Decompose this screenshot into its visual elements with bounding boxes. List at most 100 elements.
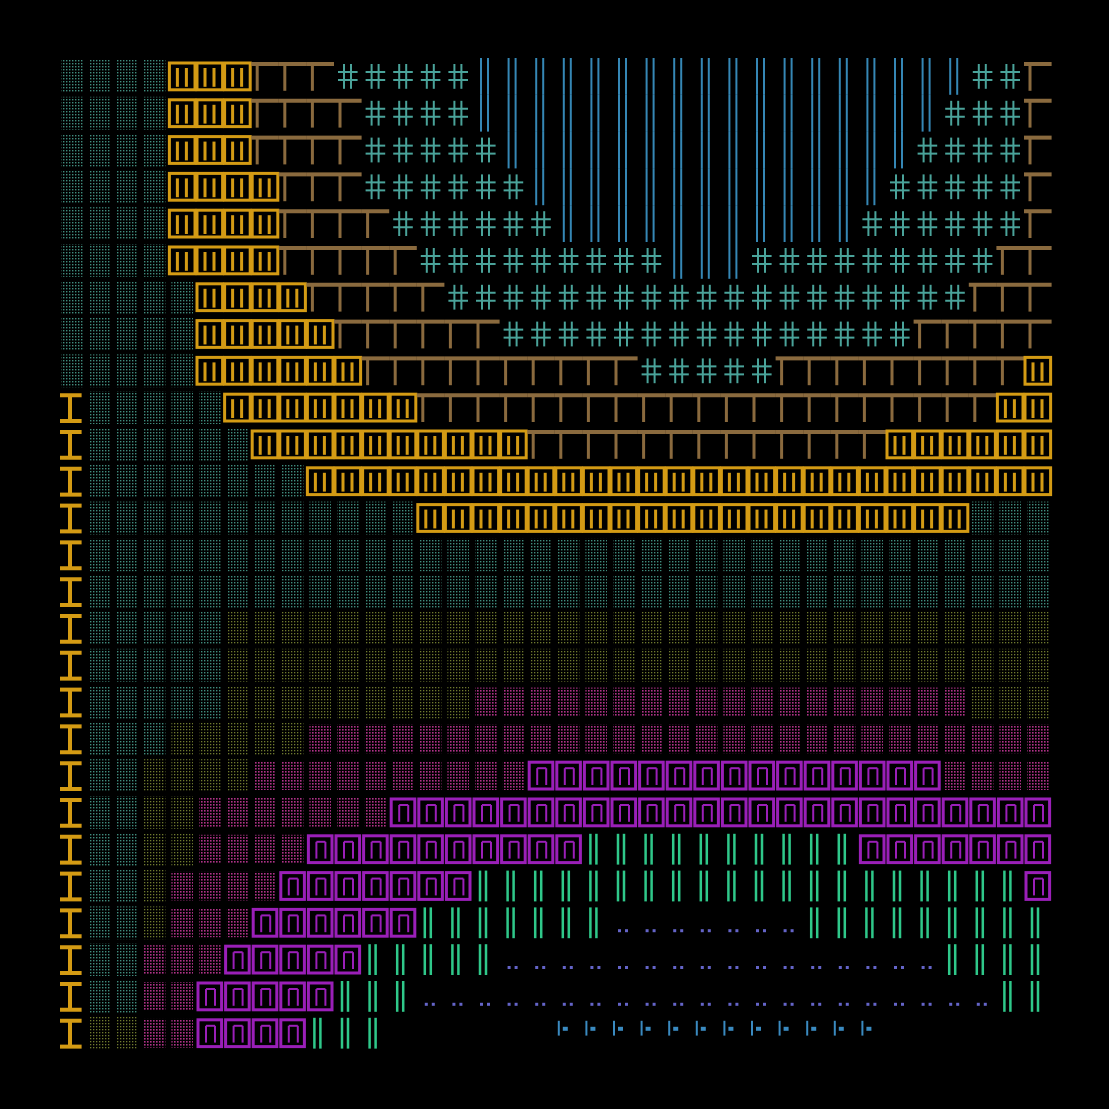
dot <box>983 1002 987 1006</box>
glyph-cell <box>361 319 390 349</box>
glyph-cell <box>641 321 662 347</box>
dot-cell <box>889 575 911 608</box>
dot-cell <box>971 612 994 645</box>
glyph-cell <box>472 834 500 865</box>
box <box>554 503 583 533</box>
glyph-cell <box>423 907 433 939</box>
glyph-cell <box>533 870 543 902</box>
glyph-cell <box>806 612 828 645</box>
glyph-cell <box>920 907 929 939</box>
glyph-cell <box>195 319 225 349</box>
dot-cell <box>999 501 1021 535</box>
box <box>638 760 665 791</box>
glyph-cell <box>116 280 138 314</box>
dot-cell <box>143 869 166 903</box>
glyph-cell <box>143 759 166 792</box>
glyph-cell <box>968 466 997 497</box>
glyph-cell <box>309 761 331 790</box>
dot <box>866 966 870 969</box>
glyph-cell <box>250 392 280 423</box>
dot-cell <box>281 648 304 682</box>
glyph-cell <box>806 575 828 608</box>
glyph-cell <box>696 284 717 310</box>
glyph-cell <box>778 612 801 645</box>
dot-cell <box>116 685 138 719</box>
glyph-cell <box>417 834 444 865</box>
glyph-cell <box>334 282 362 312</box>
glyph-cell <box>1027 761 1049 790</box>
dot <box>514 966 518 969</box>
glyph-cell <box>999 501 1021 535</box>
glyph-cell <box>673 58 683 95</box>
glyph-cell <box>754 870 764 902</box>
dot-cell <box>116 722 138 756</box>
dot-cell <box>1027 575 1049 608</box>
glyph-cell <box>223 282 252 313</box>
dot-cell <box>143 464 166 498</box>
dot-cell <box>61 207 83 240</box>
dot-cell <box>171 1018 193 1048</box>
glyph-cell <box>278 319 307 349</box>
glyph-cell <box>420 137 441 163</box>
glyph-cell <box>1003 870 1012 902</box>
glyph-cell <box>143 832 166 866</box>
glyph-cell <box>116 501 138 535</box>
glyph-cell <box>1024 172 1052 202</box>
glyph-cell <box>195 135 225 165</box>
box <box>913 503 942 533</box>
glyph-cell <box>195 245 225 276</box>
glyph-cell <box>866 1002 877 1006</box>
glyph-cell <box>364 575 387 608</box>
dot <box>790 1002 794 1006</box>
glyph-cell <box>589 833 598 865</box>
glyph-cell <box>254 722 276 756</box>
glyph-cell <box>582 356 610 386</box>
dot-cell <box>364 538 387 572</box>
glyph-cell <box>392 575 414 608</box>
glyph-cell <box>281 464 304 498</box>
dot <box>535 966 539 969</box>
dot-cell <box>530 612 552 645</box>
glyph-cell <box>223 245 252 276</box>
glyph-cell <box>60 503 82 534</box>
dot-cell <box>116 612 138 645</box>
glyph-cell <box>281 834 304 864</box>
glyph-cell <box>254 798 276 827</box>
dot-cell <box>944 761 966 790</box>
glyph-cell <box>858 430 886 459</box>
dot <box>763 966 766 969</box>
dot-cell <box>971 575 994 608</box>
dot-cell <box>309 575 331 608</box>
glyph-cell <box>751 1020 761 1036</box>
glyph-cell <box>590 94 600 132</box>
dot-cell <box>88 943 111 976</box>
dot-cell <box>971 648 994 682</box>
glyph-cell <box>278 429 307 460</box>
glyph-cell <box>618 94 627 132</box>
dot-cell <box>585 575 607 608</box>
glyph-cell <box>116 832 138 866</box>
box <box>417 871 444 901</box>
glyph-cell <box>420 248 441 273</box>
box <box>223 282 252 313</box>
glyph-cell <box>1024 98 1052 128</box>
glyph-cell <box>338 64 358 89</box>
glyph-cell <box>281 761 304 790</box>
dot-cell <box>143 945 166 974</box>
glyph-cell <box>507 94 517 132</box>
glyph-cell <box>865 907 874 939</box>
glyph-cell <box>419 685 442 719</box>
dot-cell <box>226 722 249 756</box>
glyph-cell <box>610 430 638 459</box>
glyph-cell <box>645 966 656 969</box>
dot-cell <box>419 761 442 790</box>
glyph-cell <box>60 724 82 755</box>
glyph-cell <box>60 650 82 681</box>
dot-cell <box>116 133 138 167</box>
glyph-cell <box>476 211 496 236</box>
box <box>914 760 941 791</box>
box <box>389 871 417 901</box>
dot <box>756 1002 759 1006</box>
glyph-cell <box>531 321 551 347</box>
